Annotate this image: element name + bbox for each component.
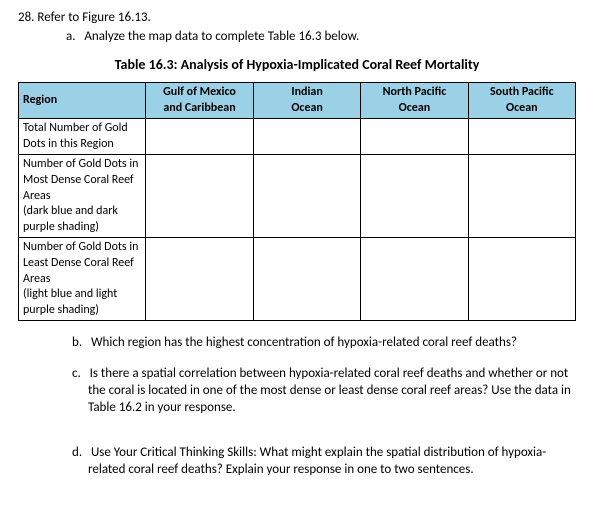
part-b-label: b. (72, 335, 82, 350)
cell (468, 155, 575, 238)
part-b-text: Which region has the highest concentrati… (91, 335, 517, 350)
part-d: d. Use Your Critical Thinking Skills: Wh… (18, 445, 576, 479)
table-row: Total Number of Gold Dots in this Region (19, 119, 576, 155)
analysis-table: Region Gulf of Mexico and Caribbean Indi… (18, 82, 576, 321)
header-col1: Gulf of Mexico and Caribbean (146, 82, 254, 118)
part-b: b. Which region has the highest concentr… (18, 335, 576, 352)
header-region: Region (19, 82, 146, 118)
cell (146, 119, 254, 155)
question-number: 28. (18, 10, 34, 25)
row2-label: Number of Gold Dots in Most Dense Coral … (19, 155, 146, 238)
cell (468, 119, 575, 155)
table-header-row: Region Gulf of Mexico and Caribbean Indi… (19, 82, 576, 118)
cell (146, 155, 254, 238)
part-c: c. Is there a spatial correlation betwee… (18, 366, 576, 417)
cell (361, 119, 468, 155)
table-row: Number of Gold Dots in Most Dense Coral … (19, 155, 576, 238)
question-ref: Refer to Figure 16.13. (37, 10, 150, 25)
cell (253, 119, 360, 155)
part-c-label: c. (72, 366, 81, 381)
part-c-text: Is there a spatial correlation between h… (88, 366, 571, 415)
cell (253, 238, 360, 321)
part-d-text: Use Your Critical Thinking Skills: What … (88, 445, 546, 477)
cell (253, 155, 360, 238)
header-col2: Indian Ocean (253, 82, 360, 118)
table-title: Table 16.3: Analysis of Hypoxia-Implicat… (18, 56, 576, 74)
part-a-label: a. (66, 29, 76, 44)
row3-label: Number of Gold Dots in Least Dense Coral… (19, 238, 146, 321)
part-a-text: Analyze the map data to complete Table 1… (84, 29, 359, 44)
header-col3: North Pacific Ocean (361, 82, 468, 118)
header-col4: South Pacific Ocean (468, 82, 575, 118)
part-d-label: d. (72, 445, 82, 460)
cell (361, 238, 468, 321)
part-a: a. Analyze the map data to complete Tabl… (18, 29, 576, 46)
row1-label: Total Number of Gold Dots in this Region (19, 119, 146, 155)
cell (146, 238, 254, 321)
question-line: 28. Refer to Figure 16.13. (18, 10, 576, 27)
cell (361, 155, 468, 238)
cell (468, 238, 575, 321)
table-row: Number of Gold Dots in Least Dense Coral… (19, 238, 576, 321)
